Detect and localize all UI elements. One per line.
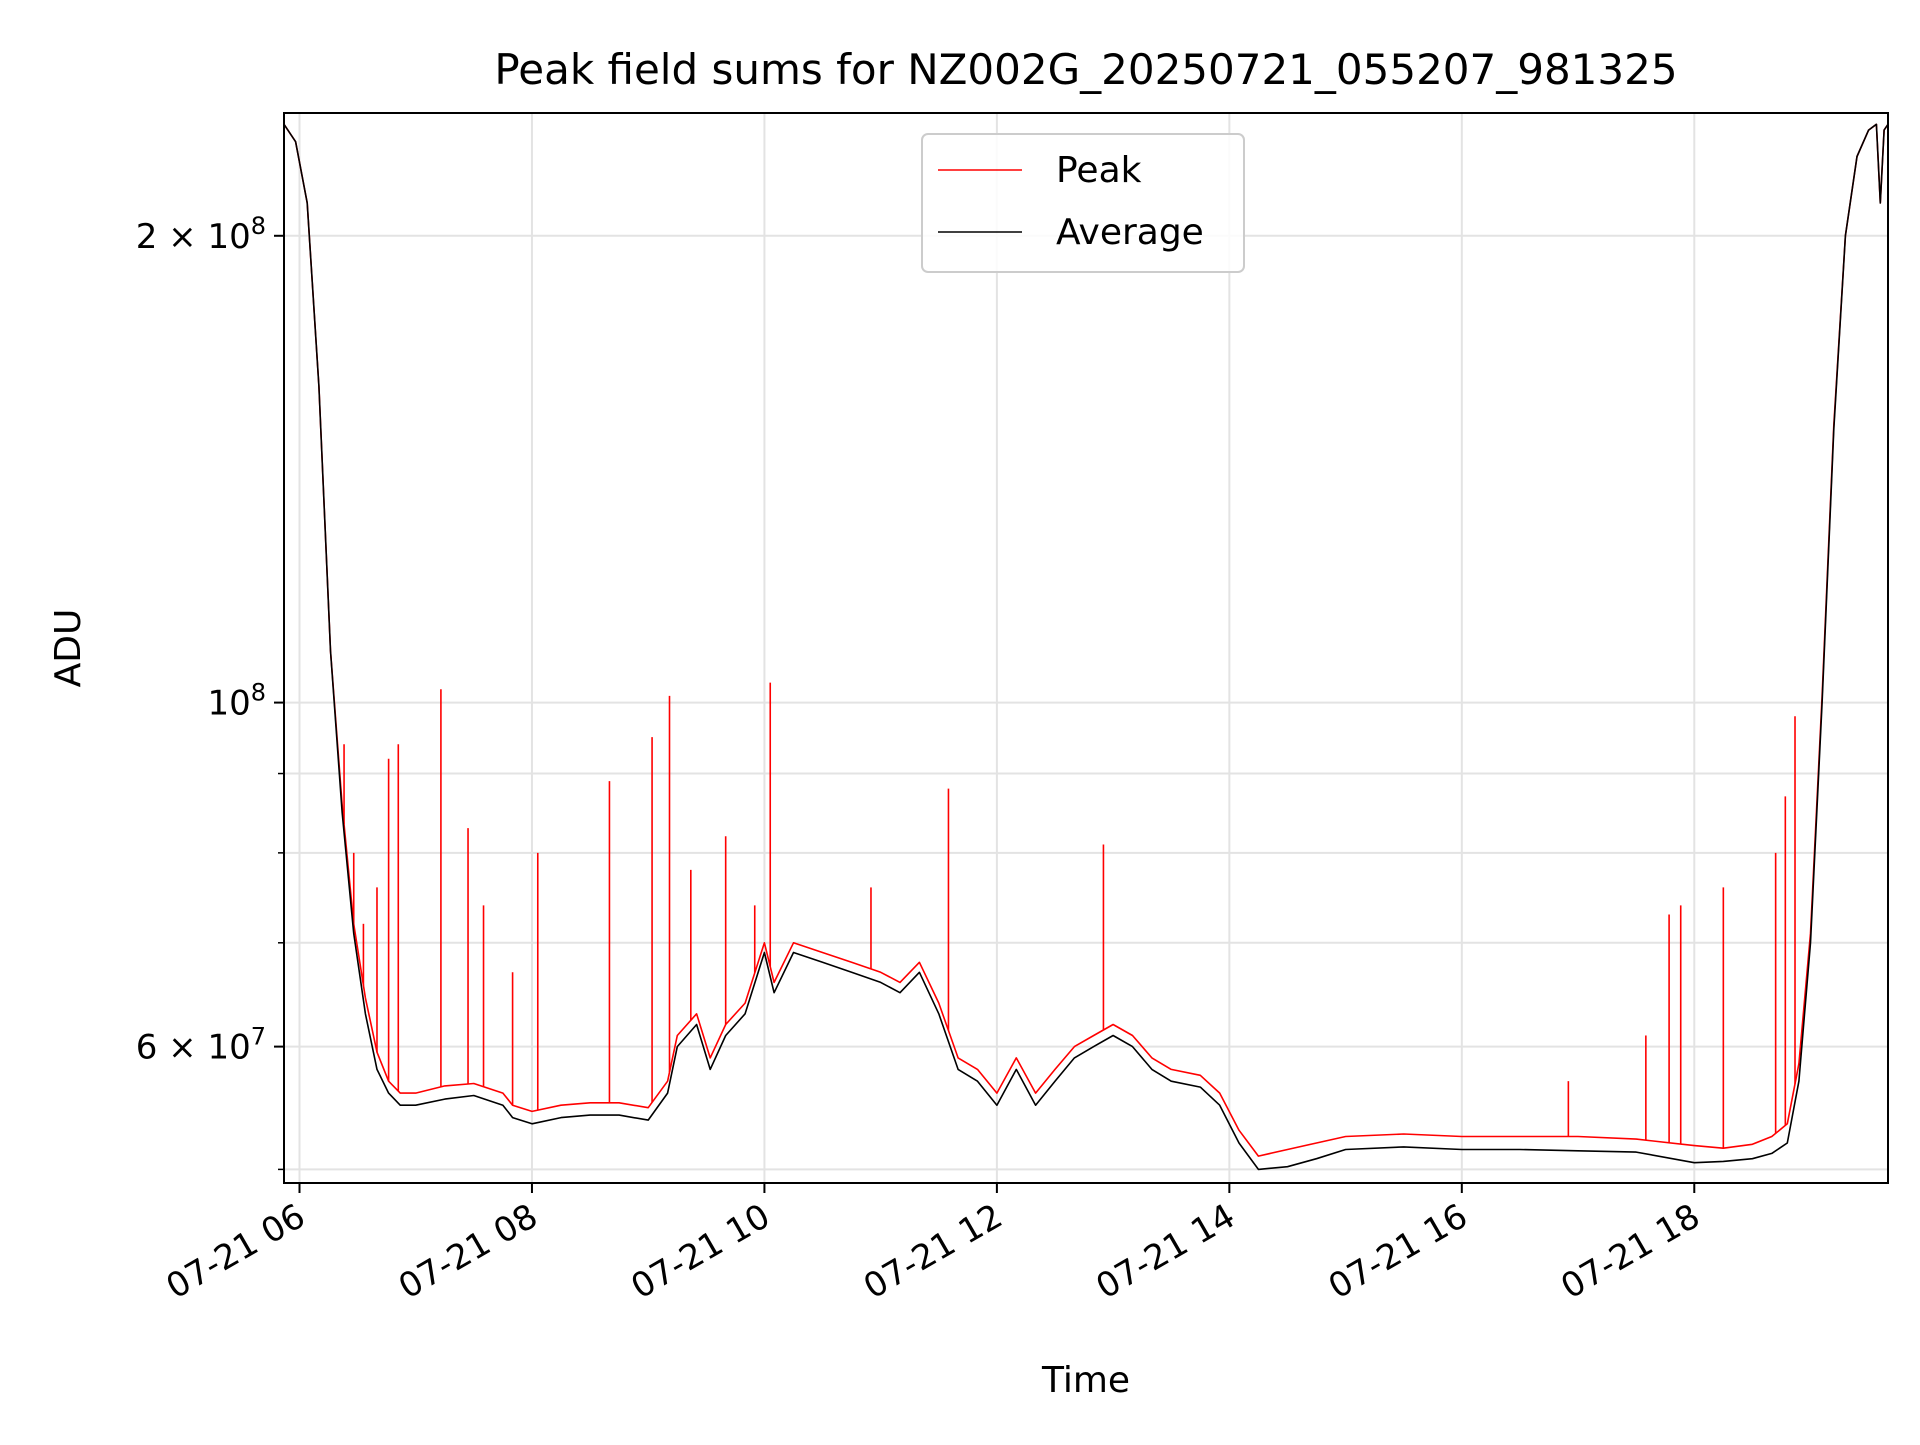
x-axis-label: Time	[1041, 1360, 1130, 1401]
y-axis-label: ADU	[48, 609, 89, 688]
legend-label-average: Average	[1056, 212, 1204, 253]
series-line-average	[283, 123, 1889, 1171]
legend: Peak Average	[921, 133, 1245, 273]
plot-frame	[283, 112, 1889, 1184]
y-tick-label: 6 × 107	[136, 1023, 266, 1068]
series-lines	[283, 123, 1889, 1171]
y-tick-label: 108	[207, 679, 266, 724]
series-line-peak	[283, 123, 1889, 1157]
legend-frame	[921, 133, 1245, 273]
chart-title: Peak field sums for NZ002G_20250721_0552…	[494, 45, 1677, 94]
y-tick-label: 2 × 108	[136, 212, 266, 257]
legend-label-peak: Peak	[1056, 150, 1142, 191]
